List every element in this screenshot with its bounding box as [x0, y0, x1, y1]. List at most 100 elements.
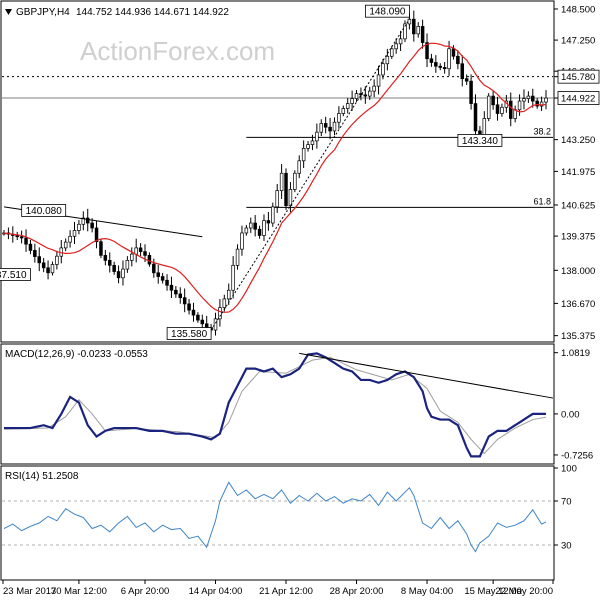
- resistance-axis-label: 145.780: [561, 72, 595, 83]
- candle-body: [231, 264, 235, 291]
- candle-body: [200, 319, 205, 325]
- candle-body: [19, 236, 24, 239]
- candle-body: [398, 38, 403, 45]
- candle-body: [15, 235, 19, 238]
- price-axis-label: 141.975: [561, 167, 595, 178]
- candle-body: [345, 103, 350, 109]
- candle-body: [143, 251, 147, 256]
- price-axis-label: 136.670: [561, 299, 595, 310]
- watermark: ActionForex.com: [80, 36, 275, 66]
- candle-body: [341, 108, 346, 114]
- candle-body: [500, 106, 504, 114]
- x-axis-label: 21 Apr 12:00: [259, 586, 313, 597]
- price-callout-box: [166, 327, 212, 340]
- rsi-axis-label: 100: [561, 464, 577, 475]
- x-axis-label: 28 Apr 20:00: [330, 586, 384, 597]
- candle-body: [108, 260, 112, 266]
- price-callout-box: [0, 268, 31, 281]
- symbol-label: GBPJPY,H4: [16, 7, 70, 18]
- candle-body: [218, 307, 222, 320]
- candle-body: [284, 172, 288, 206]
- candle-body: [328, 126, 332, 132]
- price-axis-label: 143.250: [561, 135, 595, 146]
- candle-body: [99, 241, 103, 256]
- candle-body: [125, 260, 130, 270]
- candle-body: [262, 220, 266, 236]
- candle-body: [244, 227, 249, 234]
- candle-body: [517, 100, 522, 111]
- price-axis-badge: [557, 69, 600, 84]
- candle-body: [50, 264, 55, 274]
- candle-body: [473, 103, 478, 132]
- candle-body: [301, 148, 306, 162]
- price-callout-label: 140.080: [26, 206, 63, 217]
- candle-body: [72, 230, 77, 237]
- candle-body: [152, 263, 156, 274]
- candle-body: [204, 323, 209, 328]
- candle-body: [174, 289, 178, 295]
- macd-panel: [0, 343, 555, 465]
- candle-body: [438, 65, 442, 68]
- candle-body: [323, 123, 328, 128]
- x-axis-label: 22 May 20:00: [495, 586, 553, 597]
- candle-body: [288, 189, 293, 206]
- candle-body: [165, 279, 169, 286]
- price-axis-label: 140.625: [561, 200, 595, 211]
- candle-body: [376, 74, 381, 87]
- macd-axis-label: 1.0819: [561, 348, 590, 359]
- price-axis-label: 147.250: [561, 36, 595, 47]
- candle-body: [213, 318, 218, 331]
- macd-trendline: [299, 352, 554, 399]
- candle-body: [420, 26, 425, 43]
- candle-body: [495, 104, 500, 114]
- collapse-arrow-icon: [5, 9, 12, 15]
- candle-body: [385, 55, 390, 65]
- price-callout-box: [457, 134, 503, 147]
- candle-body: [178, 293, 183, 299]
- candle-body: [310, 140, 315, 145]
- candle-body: [469, 80, 473, 104]
- candle-body: [121, 268, 125, 279]
- price-axis-label: 135.375: [561, 331, 595, 342]
- candle-body: [94, 227, 99, 243]
- candle-body: [46, 267, 50, 274]
- candle-body: [147, 255, 152, 265]
- candle-body: [226, 289, 231, 300]
- candle-body: [535, 100, 539, 107]
- rsi-panel: [0, 465, 555, 581]
- candle-body: [240, 232, 244, 250]
- candle-body: [257, 228, 262, 236]
- candle-body: [187, 303, 191, 311]
- candle-body: [116, 271, 121, 279]
- macd-axis-label: 0.00: [561, 409, 580, 420]
- candle-body: [112, 264, 116, 272]
- candle-body: [279, 172, 284, 192]
- candle-body: [486, 95, 491, 119]
- ohlc-values: 144.752 144.936 144.671 144.922: [76, 7, 229, 18]
- macd-axis-label: -0.7256: [561, 450, 593, 461]
- x-axis-label: 23 Mar 2017: [3, 586, 56, 597]
- candle-body: [526, 95, 531, 99]
- candle-body: [491, 95, 495, 106]
- fib-level-label: 61.8: [533, 196, 551, 206]
- candle-body: [315, 131, 319, 142]
- candle-body: [544, 97, 548, 103]
- candle-body: [381, 63, 385, 76]
- candle-body: [85, 217, 90, 224]
- candle-body: [275, 190, 279, 208]
- x-axis-label: 15 May 12:00: [464, 586, 522, 597]
- candle-body: [429, 58, 434, 63]
- candle-body: [222, 298, 227, 308]
- candle-body: [33, 250, 37, 257]
- rsi-line: [3, 481, 547, 553]
- candle-body: [271, 206, 275, 224]
- candle-body: [77, 223, 81, 231]
- price-header: GBPJPY,H4 144.752 144.936 144.671 144.92…: [5, 7, 229, 18]
- candle-body: [394, 43, 398, 50]
- candle-body: [253, 222, 257, 230]
- x-axis-label: 6 Apr 20:00: [121, 586, 170, 597]
- candle-body: [306, 144, 310, 149]
- price-layer: 38.2 61.8 148.090 140.080 137.510 135.580 143.…: [0, 4, 553, 340]
- price-axis-label: 148.500: [561, 4, 595, 15]
